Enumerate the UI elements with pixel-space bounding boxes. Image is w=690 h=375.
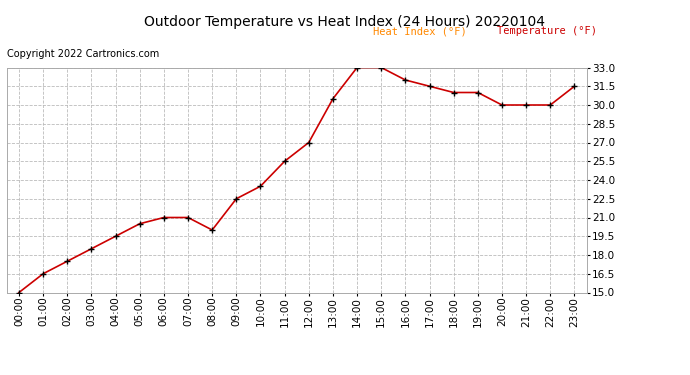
Text: Heat Index (°F): Heat Index (°F) (373, 26, 466, 36)
Text: Outdoor Temperature vs Heat Index (24 Hours) 20220104: Outdoor Temperature vs Heat Index (24 Ho… (144, 15, 546, 29)
Text: Copyright 2022 Cartronics.com: Copyright 2022 Cartronics.com (7, 49, 159, 59)
Text: Temperature (°F): Temperature (°F) (497, 26, 597, 36)
